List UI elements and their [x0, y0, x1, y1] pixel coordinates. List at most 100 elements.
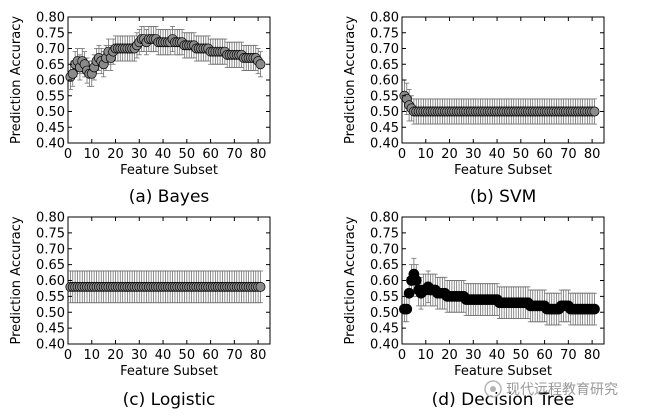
- x-tick-label: 60: [202, 147, 219, 162]
- x-tick-label: 80: [584, 348, 601, 363]
- x-tick-label: 40: [155, 147, 172, 162]
- y-tick-label: 0.65: [370, 58, 399, 73]
- x-tick-label: 80: [584, 147, 601, 162]
- x-tick-label: 40: [155, 348, 172, 363]
- panel-2: 0 10 20 30 40 50 60 70 80 0.400.450.500.550.600.6…: [343, 11, 605, 207]
- data-point: [255, 59, 266, 70]
- x-tick-label: 0: [64, 147, 72, 162]
- x-axis-label: Feature Subset: [454, 364, 552, 379]
- y-tick-label: 0.65: [36, 258, 65, 273]
- y-tick-label: 0.80: [36, 11, 65, 26]
- y-tick-label: 0.70: [36, 42, 65, 57]
- x-tick-label: 20: [441, 147, 458, 162]
- x-tick-label: 30: [131, 147, 148, 162]
- panel-3: 0 10 20 30 40 50 60 70 80 0.400.450.500.550.600.6…: [9, 211, 271, 410]
- y-tick-label: 0.40: [370, 137, 399, 152]
- data-point: [410, 275, 422, 286]
- panel-caption: (b) SVM: [470, 187, 537, 207]
- data-point: [589, 106, 600, 117]
- y-tick-label: 0.45: [36, 322, 65, 337]
- panels: 0 10 20 30 40 50 60 70 800.400.450.500.550.600.6…: [9, 11, 605, 410]
- x-tick-label: 70: [560, 348, 577, 363]
- y-tick-label: 0.60: [36, 274, 65, 289]
- panel-caption: (a) Bayes: [129, 187, 210, 207]
- y-tick-label: 0.50: [370, 306, 399, 321]
- x-tick-label: 0: [64, 348, 72, 363]
- x-tick-label: 80: [250, 348, 267, 363]
- x-tick-label: 20: [107, 147, 124, 162]
- series: [65, 26, 266, 90]
- y-axis-label: Prediction Accuracy: [343, 216, 358, 344]
- x-tick-label: 40: [489, 348, 506, 363]
- y-tick-label: 0.40: [36, 137, 65, 152]
- y-tick-label: 0.50: [370, 105, 399, 120]
- x-tick-label: 10: [417, 147, 434, 162]
- data-point: [255, 281, 266, 292]
- x-tick-label: 0: [398, 348, 406, 363]
- watermark: 现代远程教育研究: [484, 380, 618, 398]
- x-axis-label: Feature Subset: [120, 364, 218, 379]
- y-tick-label: 0.75: [36, 26, 65, 41]
- y-tick-label: 0.40: [370, 338, 399, 353]
- data-point: [403, 287, 415, 299]
- y-tick-label: 0.75: [370, 26, 399, 41]
- y-tick-label: 0.75: [370, 226, 399, 241]
- y-tick-label: 0.55: [370, 89, 399, 104]
- plot-frame: [67, 216, 271, 345]
- x-tick-label: 30: [131, 348, 148, 363]
- y-axis-label: Prediction Accuracy: [9, 16, 24, 144]
- data-point: [67, 68, 78, 79]
- x-tick-label: 50: [179, 348, 196, 363]
- y-axis-label: Prediction Accuracy: [9, 216, 24, 344]
- x-axis-label: Feature Subset: [120, 163, 218, 178]
- panel-caption: (c) Logistic: [123, 390, 216, 410]
- y-tick-label: 0.55: [36, 290, 65, 305]
- x-tick-label: 20: [107, 348, 124, 363]
- series: [399, 79, 600, 125]
- y-tick-label: 0.70: [370, 42, 399, 57]
- series: [65, 270, 266, 304]
- panel-1: 0 10 20 30 40 50 60 70 80 0.400.450.500.550.600.6…: [9, 11, 271, 207]
- panel-4: 0 10 20 30 40 50 60 70 80 0.400.450.500.550.600.6…: [343, 211, 605, 410]
- y-tick-label: 0.70: [36, 242, 65, 257]
- y-tick-label: 0.75: [36, 226, 65, 241]
- watermark-icon-dot: [490, 386, 496, 392]
- x-tick-label: 80: [250, 147, 267, 162]
- y-tick-label: 0.60: [370, 274, 399, 289]
- x-tick-label: 10: [83, 348, 100, 363]
- x-tick-label: 60: [536, 147, 553, 162]
- series: [399, 257, 600, 326]
- watermark-icon: [484, 380, 502, 398]
- x-tick-label: 50: [513, 147, 530, 162]
- y-tick-label: 0.80: [370, 11, 399, 26]
- x-tick-label: 50: [513, 348, 530, 363]
- y-tick-label: 0.80: [370, 211, 399, 226]
- y-tick-label: 0.45: [370, 322, 399, 337]
- panel-caption: (d) Decision Tree: [432, 390, 575, 410]
- y-tick-label: 0.65: [370, 258, 399, 273]
- watermark-text: 现代远程教育研究: [506, 382, 618, 398]
- x-tick-label: 70: [226, 147, 243, 162]
- x-tick-label: 70: [226, 348, 243, 363]
- x-tick-label: 70: [560, 147, 577, 162]
- x-tick-label: 60: [536, 348, 553, 363]
- y-tick-label: 0.55: [370, 290, 399, 305]
- y-tick-label: 0.65: [36, 58, 65, 73]
- y-tick-label: 0.60: [36, 74, 65, 89]
- x-tick-label: 50: [179, 147, 196, 162]
- x-tick-label: 60: [202, 348, 219, 363]
- y-tick-label: 0.45: [370, 121, 399, 136]
- x-tick-label: 10: [417, 348, 434, 363]
- data-point: [589, 303, 600, 315]
- x-tick-label: 0: [398, 147, 406, 162]
- y-tick-label: 0.40: [36, 338, 65, 353]
- y-axis-label: Prediction Accuracy: [343, 16, 358, 144]
- x-tick-label: 30: [465, 147, 482, 162]
- x-tick-label: 40: [489, 147, 506, 162]
- x-tick-label: 10: [83, 147, 100, 162]
- y-tick-label: 0.60: [370, 74, 399, 89]
- y-tick-label: 0.45: [36, 121, 65, 136]
- y-tick-label: 0.50: [36, 306, 65, 321]
- x-tick-label: 30: [465, 348, 482, 363]
